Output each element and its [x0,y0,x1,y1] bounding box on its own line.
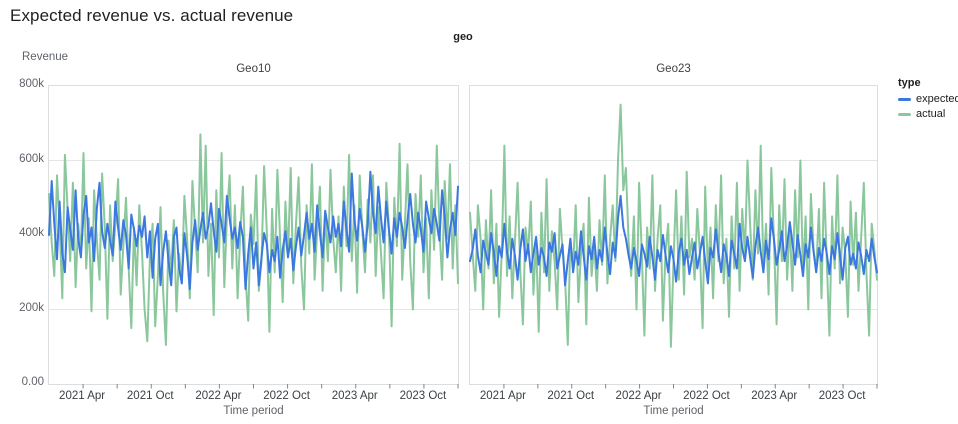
x-axis-title-geo10: Time period [223,405,284,417]
panel-title-geo10: Geo10 [236,63,271,75]
x-axis-tick-label: 2021 Apr [479,390,526,402]
legend-title: type [898,77,921,89]
x-axis-tick-label: 2021 Oct [126,390,174,402]
y-axis-tick-label: 200k [19,301,44,314]
x-axis-tick-label: 2023 Apr [331,390,378,402]
legend-item-actual[interactable]: actual [898,108,958,120]
y-axis-tick-label: 400k [19,227,44,239]
y-axis-tick-label: 0.00 [21,376,44,388]
x-axis-tick-label: 2023 Apr [751,390,798,402]
y-axis-tick-label: 800k [19,78,44,90]
legend: type expected actual [898,77,958,123]
plot-area-geo10 [48,133,459,389]
chart-title: Expected revenue vs. actual revenue [10,6,294,25]
panel-title-geo23: Geo23 [656,63,691,75]
legend-swatch-icon [898,112,911,116]
legend-item-label: expected [916,93,958,105]
x-axis-tick-label: 2023 Oct [818,390,866,402]
x-axis-tick-label: 2023 Oct [399,390,447,402]
y-axis-title: Revenue [22,51,69,63]
x-axis-geo23: 2021 Apr 2021 Oct 2022 Apr 2022 Oct 2023 Apr… [469,390,878,404]
x-axis-tick-label: 2022 Apr [195,390,242,402]
panel-geo10 [48,85,459,389]
x-axis-tick-label: 2022 Oct [683,390,730,402]
x-axis-tick-label: 2022 Oct [263,390,310,402]
x-axis-title-geo23: Time period [643,405,704,417]
legend-item-label: actual [916,108,946,120]
series-line-actual [48,133,459,346]
legend-item-expected[interactable]: expected [898,93,958,105]
series-line-expected [48,170,459,290]
plot-area-geo23 [469,103,878,389]
series-line-expected [469,194,878,287]
series-line-actual [469,103,878,348]
y-axis-tick-label: 600k [19,152,44,165]
x-axis-geo10: 2021 Apr 2021 Oct 2022 Apr 2022 Oct 2023 Apr… [48,390,459,404]
facet-field-label: geo [453,31,473,43]
x-axis-tick-label: 2021 Oct [547,390,595,402]
x-axis-tick-label: 2021 Apr [59,390,106,402]
x-axis-tick-label: 2022 Apr [615,390,662,402]
legend-swatch-icon [898,97,911,101]
panel-geo23 [469,85,878,389]
